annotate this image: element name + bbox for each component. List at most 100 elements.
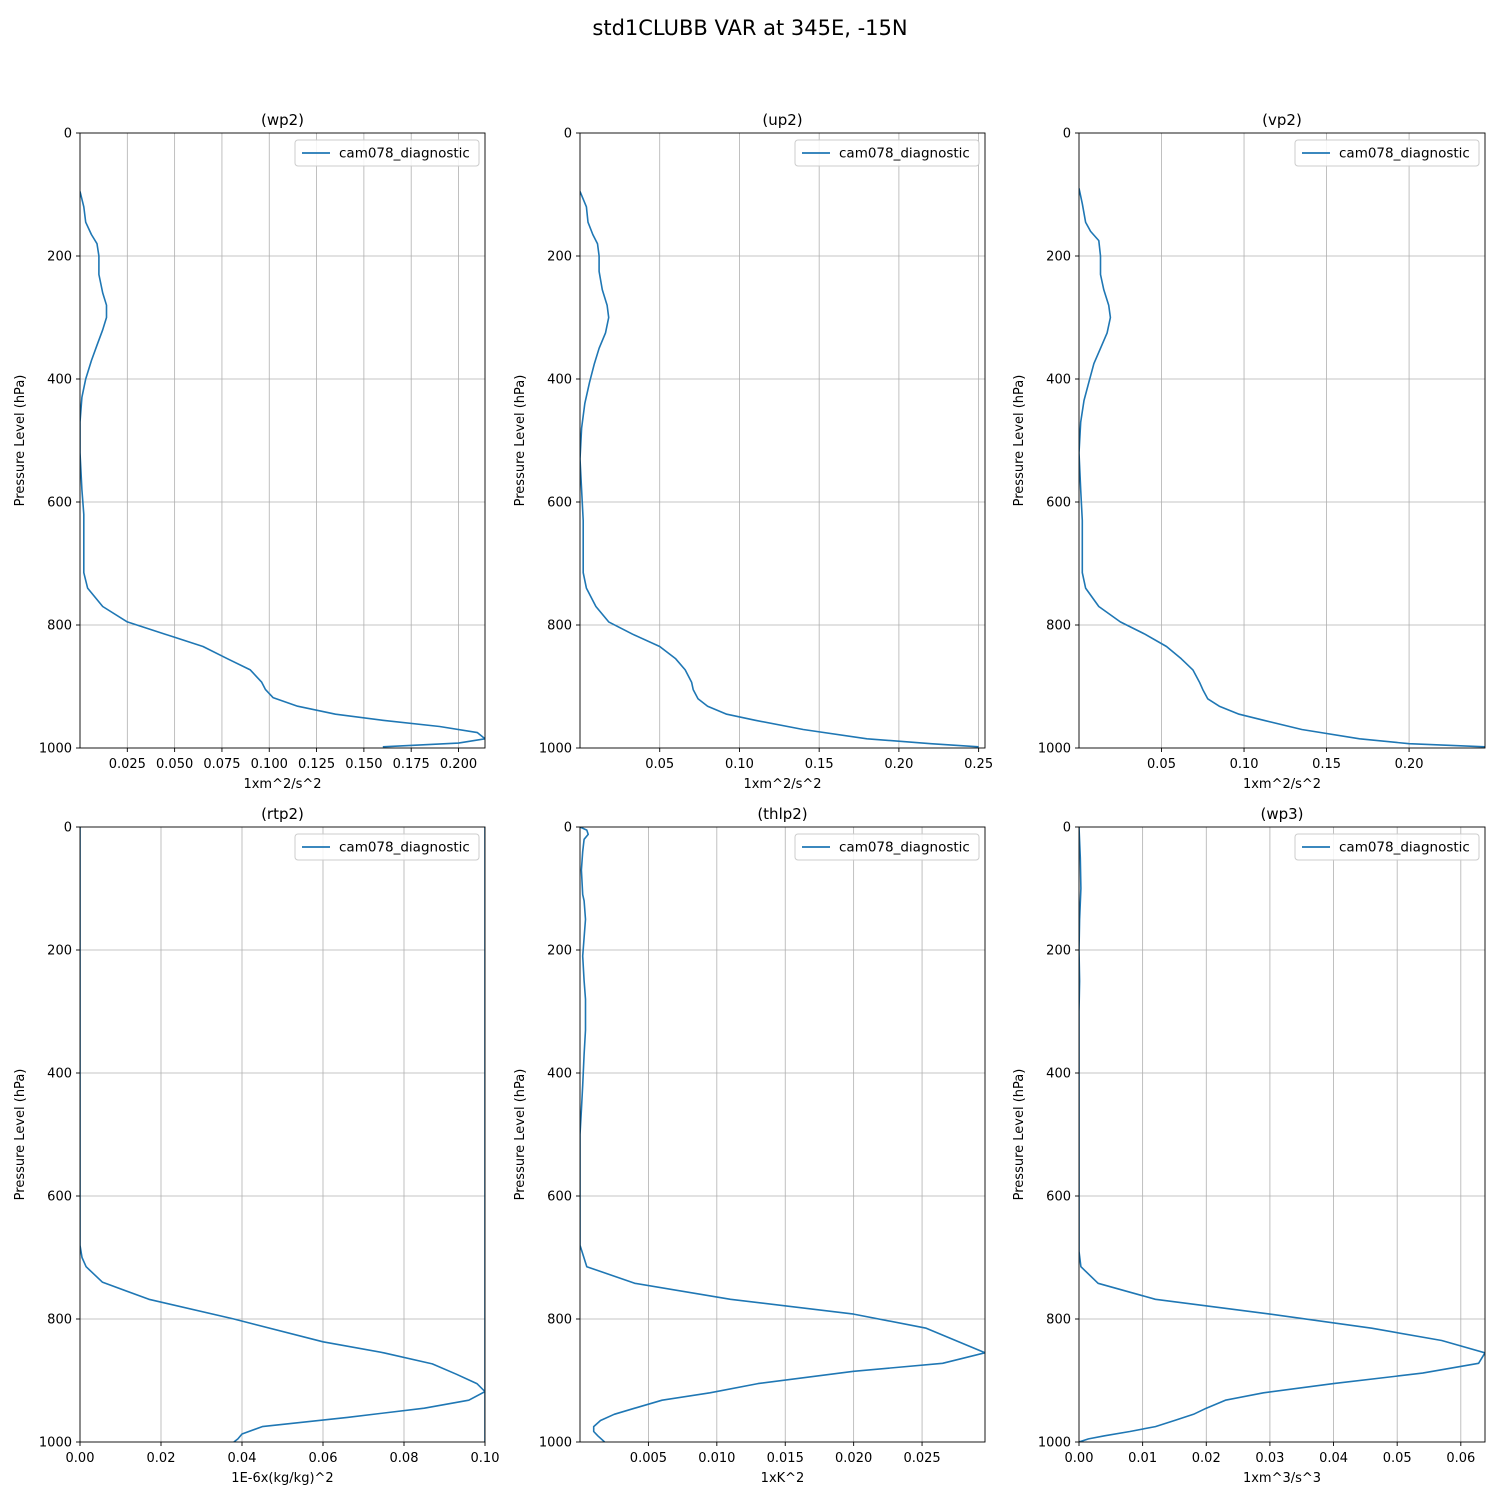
y-tick-label: 1000	[1038, 1436, 1071, 1451]
y-tick-label: 600	[547, 1190, 572, 1205]
y-tick-label: 800	[1046, 619, 1071, 634]
legend-box	[1294, 139, 1480, 167]
x-tick-label: 0.04	[1319, 1451, 1348, 1466]
x-tick-label: 0.010	[698, 1451, 735, 1466]
y-tick-label: 0	[1063, 821, 1071, 836]
axes-frame	[579, 826, 986, 1443]
legend-label: cam078_diagnostic	[839, 146, 970, 162]
y-tick-label: 400	[1046, 373, 1071, 388]
y-tick-label: 400	[547, 1067, 572, 1082]
y-tick-label: 1000	[539, 742, 572, 757]
y-tick-label: 800	[47, 619, 72, 634]
x-tick-label: 0.200	[440, 757, 477, 772]
x-tick-label: 0.08	[390, 1451, 419, 1466]
y-tick-label: 800	[547, 1313, 572, 1328]
x-tick-label: 0.02	[1192, 1451, 1221, 1466]
axes-frame	[579, 132, 986, 749]
legend-box	[794, 833, 980, 861]
x-tick-label: 0.02	[147, 1451, 176, 1466]
subplot-2: 0.05 0.10 0.15 0.20 0.25 0 200 400 600 800 1000 (up…	[513, 111, 993, 792]
x-tick-label: 0.20	[1395, 757, 1424, 772]
subplot-6: 0.00 0.01 0.02 0.03 0.04 0.05 0.06 0 200 400 600 80…	[1012, 805, 1486, 1486]
x-tick-label: 0.100	[251, 757, 288, 772]
y-tick-label: 0	[64, 127, 72, 142]
x-tick-label: 0.015	[767, 1451, 804, 1466]
axes-frame	[79, 826, 486, 1443]
y-tick-label: 400	[47, 1067, 72, 1082]
subplot-1: 0.025 0.050 0.075 0.100 0.125 0.150 0.175 0.200…	[13, 111, 486, 792]
x-tick-label: 0.00	[66, 1451, 95, 1466]
y-tick-label: 200	[47, 944, 72, 959]
y-tick-label: 600	[1046, 1190, 1071, 1205]
y-tick-label: 200	[547, 944, 572, 959]
legend-box	[294, 139, 480, 167]
subplot-title: (rtp2)	[261, 805, 304, 823]
y-axis-label: Pressure Level (hPa)	[513, 1069, 528, 1201]
y-axis-label: Pressure Level (hPa)	[13, 1069, 28, 1201]
legend: cam078_diagnostic	[794, 833, 980, 861]
x-tick-label: 0.05	[1147, 757, 1176, 772]
legend: cam078_diagnostic	[294, 833, 480, 861]
y-tick-label: 0	[1063, 127, 1071, 142]
x-tick-label: 0.075	[203, 757, 240, 772]
legend-box	[794, 139, 980, 167]
x-tick-label: 0.10	[725, 757, 754, 772]
y-tick-label: 400	[47, 373, 72, 388]
x-tick-label: 0.05	[1383, 1451, 1412, 1466]
x-tick-label: 0.10	[1230, 757, 1259, 772]
x-tick-label: 0.125	[298, 757, 335, 772]
x-axis-label: 1xK^2	[761, 1471, 805, 1486]
subplot-5: 0.005 0.010 0.015 0.020 0.025 0 200 400 600 800 10…	[513, 805, 986, 1486]
x-axis-label: 1E-6x(kg/kg)^2	[231, 1471, 333, 1486]
y-tick-label: 200	[1046, 944, 1071, 959]
y-tick-label: 1000	[1038, 742, 1071, 757]
series-line	[1079, 188, 1485, 748]
x-tick-label: 0.150	[345, 757, 382, 772]
y-axis-label: Pressure Level (hPa)	[1012, 375, 1027, 507]
x-tick-label: 0.03	[1255, 1451, 1284, 1466]
y-tick-label: 600	[1046, 496, 1071, 511]
legend-box	[294, 833, 480, 861]
y-tick-label: 800	[547, 619, 572, 634]
x-axis-label: 1xm^3/s^3	[1243, 1471, 1321, 1486]
x-tick-label: 0.05	[645, 757, 674, 772]
legend-label: cam078_diagnostic	[339, 840, 470, 856]
x-tick-label: 0.15	[805, 757, 834, 772]
x-tick-label: 0.005	[630, 1451, 667, 1466]
x-tick-label: 0.175	[393, 757, 430, 772]
x-tick-label: 0.025	[109, 757, 146, 772]
series-line	[1079, 827, 1485, 1442]
subplot-4: 0.00 0.02 0.04 0.06 0.08 0.10 0 200 400 600 800 100…	[13, 805, 499, 1486]
figure-title: std1CLUBB VAR at 345E, -15N	[592, 16, 908, 40]
subplot-title: (wp2)	[261, 111, 304, 129]
legend: cam078_diagnostic	[1294, 139, 1480, 167]
legend-label: cam078_diagnostic	[1339, 840, 1470, 856]
y-axis-label: Pressure Level (hPa)	[513, 375, 528, 507]
x-tick-label: 0.04	[228, 1451, 257, 1466]
x-tick-label: 0.020	[835, 1451, 872, 1466]
axes-frame	[1078, 132, 1486, 749]
y-tick-label: 200	[1046, 250, 1071, 265]
legend: cam078_diagnostic	[794, 139, 980, 167]
y-tick-label: 800	[47, 1313, 72, 1328]
subplot-title: (up2)	[762, 111, 802, 129]
series-line	[580, 827, 985, 1442]
x-tick-label: 0.15	[1312, 757, 1341, 772]
legend: cam078_diagnostic	[1294, 833, 1480, 861]
legend-box	[1294, 833, 1480, 861]
series-line	[80, 827, 485, 1442]
y-tick-label: 0	[64, 821, 72, 836]
x-tick-label: 0.06	[1446, 1451, 1475, 1466]
y-tick-label: 600	[47, 496, 72, 511]
y-tick-label: 200	[47, 250, 72, 265]
legend-label: cam078_diagnostic	[839, 840, 970, 856]
series-line	[80, 191, 485, 748]
x-tick-label: 0.025	[903, 1451, 940, 1466]
x-tick-label: 0.050	[156, 757, 193, 772]
y-tick-label: 1000	[39, 742, 72, 757]
series-line	[580, 191, 979, 748]
x-axis-label: 1xm^2/s^2	[1243, 777, 1321, 792]
y-tick-label: 400	[1046, 1067, 1071, 1082]
subplot-title: (wp3)	[1260, 805, 1303, 823]
